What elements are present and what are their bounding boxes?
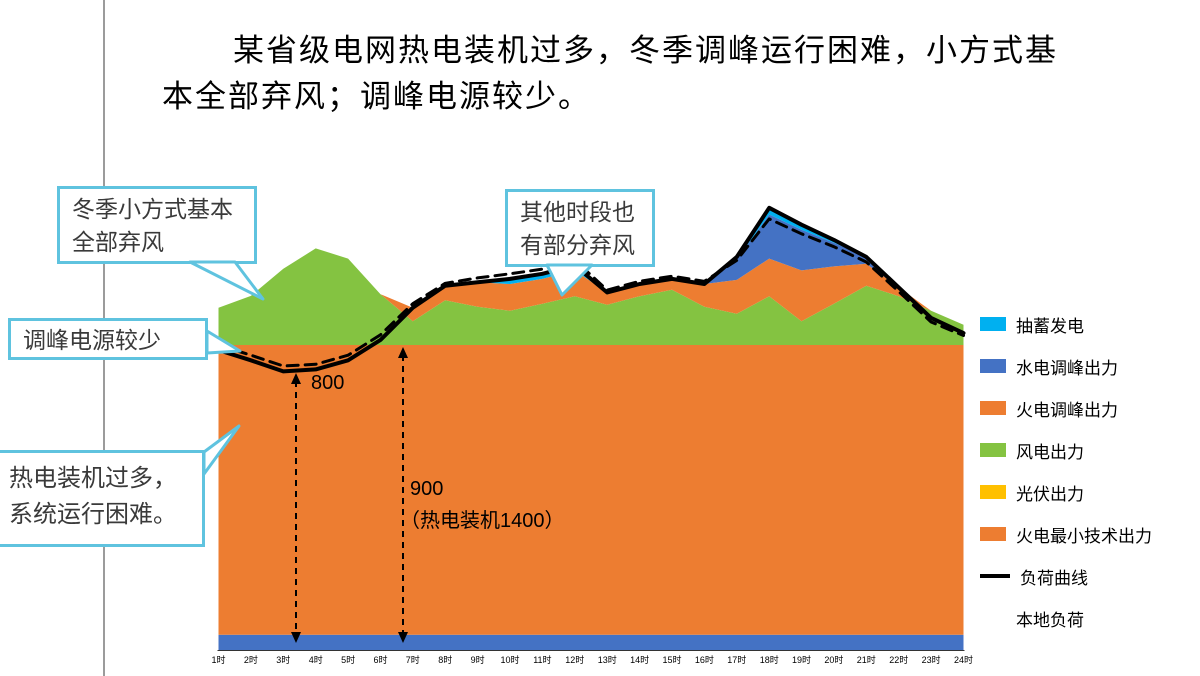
legend-label-pumped-storage: 抽蓄发电 xyxy=(1016,316,1084,336)
x-axis-label: 11时 xyxy=(533,654,551,665)
legend-swatch-hydro-peak xyxy=(980,359,1006,373)
legend-item-thermal-min: 火电最小技术出力 xyxy=(980,513,1152,555)
depth-800-label: 800 xyxy=(311,372,345,394)
depth-900-label: 900 xyxy=(410,478,444,500)
legend-swatch-thermal-peak xyxy=(980,401,1006,415)
area-wind xyxy=(218,248,964,345)
area-bottom-band xyxy=(218,634,964,650)
callout-other-curtailment: 其他时段也 有部分弃风 xyxy=(505,189,655,267)
x-axis-label: 3时 xyxy=(276,654,290,665)
x-axis-label: 14时 xyxy=(630,654,649,665)
legend-label-solar: 光伏出力 xyxy=(1016,484,1084,504)
callout-other-tail xyxy=(545,263,594,297)
legend-swatch-wind xyxy=(980,443,1006,457)
callout-peaking-sources: 调峰电源较少 xyxy=(8,318,208,360)
legend-item-local-load: 本地负荷 xyxy=(980,597,1152,639)
x-axis-label: 21时 xyxy=(857,654,876,665)
legend-swatch-thermal-min xyxy=(980,527,1006,541)
area-hydro-peak xyxy=(218,214,964,325)
x-axis-label: 1时 xyxy=(211,654,225,665)
x-axis-label: 20时 xyxy=(824,654,843,665)
legend-item-load-curve: 负荷曲线 xyxy=(980,555,1152,597)
x-axis-label: 16时 xyxy=(695,654,714,665)
legend: 抽蓄发电水电调峰出力 火电调峰出力 风电出力光伏出力火电最小技术出力负荷曲线本地负荷 xyxy=(980,303,1152,639)
x-axis-label: 8时 xyxy=(438,654,452,665)
load-curve-line xyxy=(216,205,966,374)
legend-swatch-solar xyxy=(980,485,1006,499)
callout-thermal-tail xyxy=(202,424,241,476)
x-axis-label: 19时 xyxy=(792,654,811,665)
title-line-1: 某省级电网热电装机过多，冬季调峰运行困难，小方式基 xyxy=(233,33,1058,68)
callout-peaking-tail xyxy=(205,329,242,355)
x-axis-label: 4时 xyxy=(309,654,323,665)
local-load-line xyxy=(217,217,965,368)
legend-item-wind: 风电出力 xyxy=(980,429,1152,471)
x-axis-label: 10时 xyxy=(500,654,519,665)
legend-label-thermal-min: 火电最小技术出力 xyxy=(1016,526,1152,546)
depth-900-arrow xyxy=(398,347,408,643)
callout-thermal-line-2: 系统运行困难。 xyxy=(9,501,177,528)
x-axis-label: 2时 xyxy=(244,654,258,665)
area-thermal-peak xyxy=(218,248,964,325)
callout-winter-curtailment: 冬季小方式基本 全部弃风 xyxy=(57,186,257,264)
legend-label-local-load: 本地负荷 xyxy=(1016,610,1084,630)
x-axis-label: 12时 xyxy=(565,654,584,665)
x-axis-label: 23时 xyxy=(922,654,941,665)
callout-winter-line-2: 全部弃风 xyxy=(72,228,164,255)
callout-other-line-2: 有部分弃风 xyxy=(520,231,635,258)
slide-title: 某省级电网热电装机过多，冬季调峰运行困难，小方式基 本全部弃风；调峰电源较少。 xyxy=(162,28,1142,120)
callout-peaking-line-1: 调峰电源较少 xyxy=(23,327,161,353)
callout-thermal-line-1: 热电装机过多， xyxy=(9,465,177,492)
callout-winter-line-1: 冬季小方式基本 xyxy=(72,196,233,222)
x-axis-label: 13时 xyxy=(598,654,617,665)
legend-label-wind: 风电出力 xyxy=(1016,442,1084,462)
callout-other-line-1: 其他时段也 xyxy=(520,199,635,225)
legend-swatch-pumped-storage xyxy=(980,317,1006,331)
legend-swatch-load-curve xyxy=(980,574,1010,578)
depth-800-arrow xyxy=(291,373,301,643)
x-axis-label: 7时 xyxy=(406,654,420,665)
x-axis-label: 17时 xyxy=(727,654,746,665)
legend-label-load-curve: 负荷曲线 xyxy=(1020,568,1088,588)
callout-winter-tail xyxy=(188,260,265,301)
legend-item-thermal-peak: 火电调峰出力 xyxy=(980,387,1152,429)
legend-label-hydro-peak: 水电调峰出力 xyxy=(1016,358,1118,378)
x-axis-label: 15时 xyxy=(662,654,681,665)
x-axis-label: 6时 xyxy=(373,654,387,665)
legend-item-solar: 光伏出力 xyxy=(980,471,1152,513)
legend-item-pumped-storage: 抽蓄发电 xyxy=(980,303,1152,345)
x-axis-label: 18时 xyxy=(760,654,779,665)
legend-item-hydro-peak: 水电调峰出力 xyxy=(980,345,1152,387)
x-axis-label: 24时 xyxy=(954,654,973,665)
area-thermal-min xyxy=(218,345,964,635)
capacity-note-label: （热电装机1400） xyxy=(400,510,565,532)
title-line-2: 本全部弃风；调峰电源较少。 xyxy=(162,79,591,114)
x-axis-label: 9时 xyxy=(471,654,485,665)
legend-label-thermal-peak: 火电调峰出力 xyxy=(1016,400,1118,420)
x-axis-label: 5时 xyxy=(341,654,355,665)
x-axis-label: 22时 xyxy=(889,654,908,665)
callout-thermal-capacity: 热电装机过多， 系统运行困难。 xyxy=(0,450,205,547)
legend-swatch-local-load xyxy=(980,611,1006,625)
